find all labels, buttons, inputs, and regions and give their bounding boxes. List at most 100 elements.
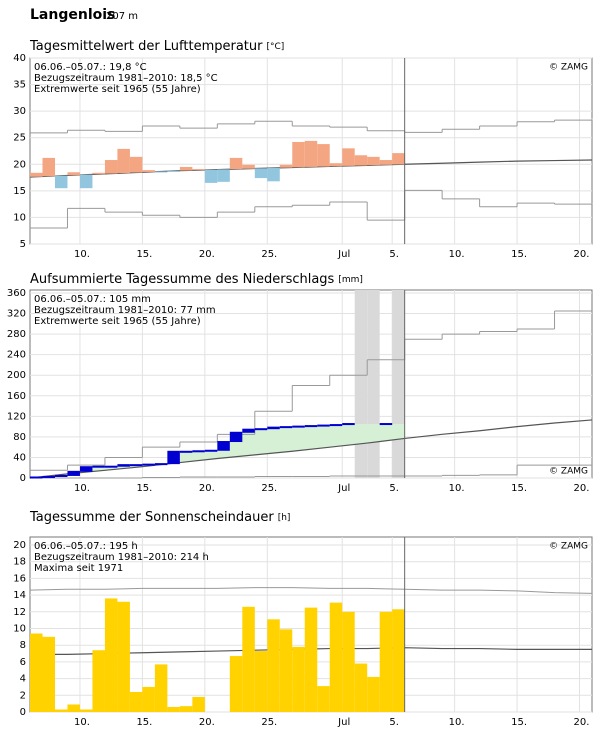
panel-unit: [h] [278, 513, 291, 523]
precipitation-step [229, 431, 243, 443]
y-tick-label: 0 [20, 473, 26, 484]
temperature-bar [317, 144, 330, 167]
sunshine-bar [104, 598, 118, 712]
temperature-bar [217, 169, 230, 182]
y-tick-label: 360 [7, 288, 26, 299]
sunshine-bar [242, 606, 255, 712]
temperature-bar [179, 166, 193, 171]
temperature-bar [304, 140, 318, 167]
temperature-bar [30, 172, 43, 177]
y-tick-label: 4 [20, 674, 26, 685]
temperature-bar [42, 157, 55, 177]
panel-title: Aufsummierte Tagessumme des Niederschlag… [30, 272, 363, 287]
temperature-bar [154, 171, 168, 173]
precipitation-step [217, 441, 230, 451]
legend-note: Bezugszeitraum 1981–2010: 214 h [34, 552, 209, 563]
y-tick-label: 20 [13, 540, 26, 551]
station-elevation: 207 m [106, 11, 138, 22]
y-tick-label: 320 [7, 309, 26, 320]
credit: © ZAMG [549, 63, 588, 73]
y-tick-label: 6 [20, 657, 26, 668]
sunshine-bar [142, 686, 155, 712]
temperature-bar [204, 169, 218, 183]
credit: © ZAMG [549, 542, 588, 552]
sunshine-bar [379, 611, 393, 712]
panel-unit: [°C] [267, 42, 285, 52]
sunshine-bar [317, 686, 330, 712]
y-tick-label: 0 [20, 707, 26, 718]
temperature-bar [279, 164, 293, 168]
temperature-bar [267, 168, 280, 182]
precipitation-step [242, 428, 255, 433]
x-tick-label: 20. [199, 249, 215, 260]
x-tick-label: 15. [136, 483, 152, 494]
sunshine-bar [167, 706, 180, 712]
y-tick-label: 280 [7, 329, 26, 340]
y-tick-label: 200 [7, 370, 26, 381]
y-tick-label: 10 [13, 624, 26, 635]
x-tick-label: 15. [511, 483, 527, 494]
x-tick-label: 10. [74, 483, 90, 494]
x-tick-label: 5. [389, 717, 399, 728]
y-tick-label: 5 [20, 239, 26, 250]
precipitation-step [342, 423, 355, 426]
precipitation-step [129, 464, 143, 467]
sunshine-bar [192, 696, 205, 712]
sunshine-bar [392, 609, 405, 712]
extreme-line [29, 587, 593, 594]
temperature-bar [67, 172, 80, 176]
x-tick-label: 20. [199, 483, 215, 494]
precipitation-step [67, 470, 80, 476]
precipitation-step [154, 463, 168, 466]
temperature-bar [392, 153, 405, 165]
sunshine-bar [92, 650, 105, 712]
precipitation-step [254, 428, 268, 431]
sunshine-bar [42, 636, 55, 712]
y-tick-label: 30 [13, 106, 26, 117]
temperature-bar [79, 174, 93, 189]
temperature-bar [54, 175, 68, 189]
x-tick-label: 15. [511, 717, 527, 728]
precipitation-step [192, 450, 205, 453]
precipitation-step [167, 450, 180, 465]
credit: © ZAMG [549, 467, 588, 477]
precipitation-step [304, 425, 318, 428]
sunshine-bar [254, 651, 268, 712]
y-tick-label: 25 [13, 133, 26, 144]
legend-note: 06.06.–05.07.: 195 h [34, 541, 138, 552]
x-tick-label: 20. [574, 249, 590, 260]
y-tick-label: 16 [13, 573, 26, 584]
sunshine-bar [342, 611, 355, 712]
x-tick-label: Jul [337, 483, 350, 494]
temperature-bar [367, 156, 380, 166]
panel-title: Tagessumme der Sonnenscheindauer [h] [29, 510, 290, 525]
temperature-bar [142, 170, 155, 172]
temperature-bar [117, 148, 130, 174]
x-tick-label: 15. [511, 249, 527, 260]
x-tick-label: 10. [449, 249, 465, 260]
precipitation-step [42, 475, 55, 478]
x-tick-label: 20. [199, 717, 215, 728]
sunshine-bar [79, 709, 93, 712]
temperature-bar [129, 156, 143, 173]
y-tick-label: 160 [7, 391, 26, 402]
precipitation-step [292, 425, 305, 428]
temperature-bar [104, 160, 118, 174]
precipitation-step [379, 423, 393, 426]
x-tick-label: 5. [389, 483, 399, 494]
y-tick-label: 2 [20, 690, 26, 701]
temperature-bar [92, 172, 105, 175]
legend-note: Maxima seit 1971 [34, 563, 123, 574]
y-tick-label: 10 [13, 212, 26, 223]
sunshine-bar [367, 676, 380, 712]
legend-note: Extremwerte seit 1965 (55 Jahre) [34, 84, 201, 95]
legend-note: Extremwerte seit 1965 (55 Jahre) [34, 316, 201, 327]
x-tick-label: 5. [389, 249, 399, 260]
y-tick-label: 240 [7, 350, 26, 361]
x-tick-label: 10. [449, 717, 465, 728]
y-tick-label: 40 [13, 53, 26, 64]
precipitation-step [267, 426, 280, 430]
y-tick-label: 18 [13, 557, 26, 568]
temperature-bar [342, 148, 355, 166]
